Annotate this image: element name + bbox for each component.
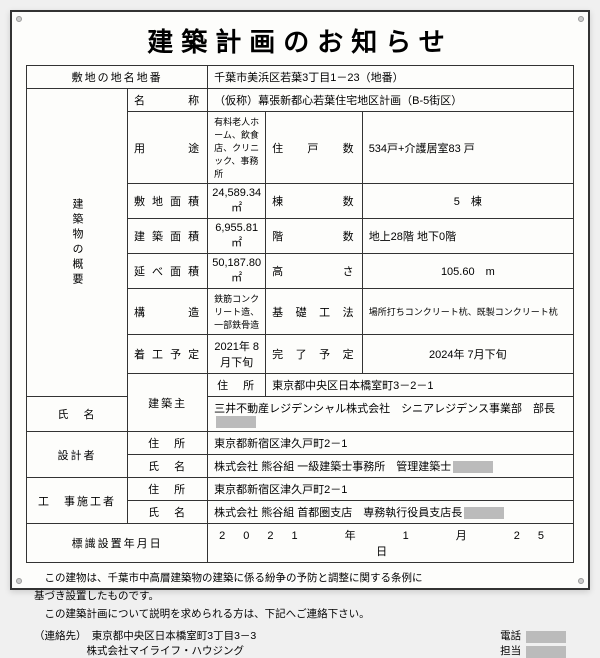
contact-right: 電話 担当 [500,628,566,658]
name-value: （仮称）幕張新都心若葉住宅地区計画（B-5街区） [208,89,574,112]
table-row: 氏 名 三井不動産レジデンシャル株式会社 シニアレジデンス事業部 部長 [27,397,574,432]
designer-addr: 東京都新宿区津久戸町2－1 [208,432,574,455]
struct-label: 構 造 [128,289,208,335]
struct-value: 鉄筋コンクリート造、一部鉄骨造 [208,289,266,335]
addr-label: 住 所 [128,478,208,501]
height-label: 高 さ [266,254,363,289]
redaction [526,631,566,643]
sitearea-value: 24,589.34 ㎡ [208,184,266,219]
redaction [453,461,493,473]
name2-label: 氏 名 [27,397,128,432]
start-value: 2021年 8月下旬 [208,335,266,374]
height-value: 105.60 m [362,254,573,289]
site-value: 千葉市美浜区若葉3丁目1－23（地番） [208,66,574,89]
overview-label: 建築物の概要 [27,89,128,397]
addr-label: 住 所 [128,432,208,455]
units-label: 住 戸 数 [266,112,363,184]
designer-label: 設計者 [27,432,128,478]
notice-board: 建築計画のお知らせ 敷地の地名地番 千葉市美浜区若葉3丁目1－23（地番） 建築… [10,10,590,590]
builder-addr: 東京都新宿区津久戸町2－1 [208,478,574,501]
table-row: 標識設置年月日 2021 年 1 月 25 日 [27,524,574,563]
use-value: 有料老人ホーム、飲食店、クリニック、事務所 [208,112,266,184]
table-row: 建築物の概要 名 称 （仮称）幕張新都心若葉住宅地区計画（B-5街区） [27,89,574,112]
sitearea-label: 敷 地 面 積 [128,184,208,219]
units-value: 534戸+介護居室83 戸 [362,112,573,184]
info-table: 敷地の地名地番 千葉市美浜区若葉3丁目1－23（地番） 建築物の概要 名 称 （… [26,65,574,563]
footer-text: この建物は、千葉市中高層建築物の建築に係る紛争の予防と調整に関する条例に 基づき… [26,571,574,622]
owner-label: 建築主 [128,374,208,432]
owner-addr: 東京都中央区日本橋室町3－2－1 [266,374,574,397]
name-label: 名 称 [128,89,208,112]
screw-icon [16,16,22,22]
screw-icon [578,16,584,22]
bldgarea-value: 6,955.81 ㎡ [208,219,266,254]
floorarea-label: 延 べ 面 積 [128,254,208,289]
builder-name: 株式会社 熊谷組 首都圏支店 専務執行役員支店長 [208,501,574,524]
redaction [464,507,504,519]
addr-label: 住 所 [208,374,266,397]
contact-left: （連絡先） 東京都中央区日本橋室町3丁目3－3 株式会社マイライフ・ハウジング [34,628,256,658]
owner-name: 三井不動産レジデンシャル株式会社 シニアレジデンス事業部 部長 [208,397,574,432]
found-label: 基 礎 工 法 [266,289,363,335]
bldgs-value: 5 棟 [362,184,573,219]
bldgs-label: 棟 数 [266,184,363,219]
bldgarea-label: 建 築 面 積 [128,219,208,254]
site-label: 敷地の地名地番 [27,66,208,89]
board-title: 建築計画のお知らせ [26,22,574,59]
start-label: 着 工 予 定 [128,335,208,374]
table-row: 設計者 住 所 東京都新宿区津久戸町2－1 [27,432,574,455]
screw-icon [16,578,22,584]
contact-block: （連絡先） 東京都中央区日本橋室町3丁目3－3 株式会社マイライフ・ハウジング … [26,628,574,658]
found-value: 場所打ちコンクリート杭、既製コンクリート杭 [362,289,573,335]
builder-label: 工 事施工者 [27,478,128,524]
redaction [526,646,566,658]
use-label: 用 途 [128,112,208,184]
floorarea-value: 50,187.80 ㎡ [208,254,266,289]
table-row: 敷地の地名地番 千葉市美浜区若葉3丁目1－23（地番） [27,66,574,89]
screw-icon [578,578,584,584]
name2-label: 氏 名 [128,455,208,478]
designer-name: 株式会社 熊谷組 一級建築士事務所 管理建築士 [208,455,574,478]
floors-label: 階 数 [266,219,363,254]
signdate-value: 2021 年 1 月 25 日 [208,524,574,563]
end-label: 完 了 予 定 [266,335,363,374]
name2-label: 氏 名 [128,501,208,524]
signdate-label: 標識設置年月日 [27,524,208,563]
table-row: 工 事施工者 住 所 東京都新宿区津久戸町2－1 [27,478,574,501]
end-value: 2024年 7月下旬 [362,335,573,374]
floors-value: 地上28階 地下0階 [362,219,573,254]
redaction [216,416,256,428]
